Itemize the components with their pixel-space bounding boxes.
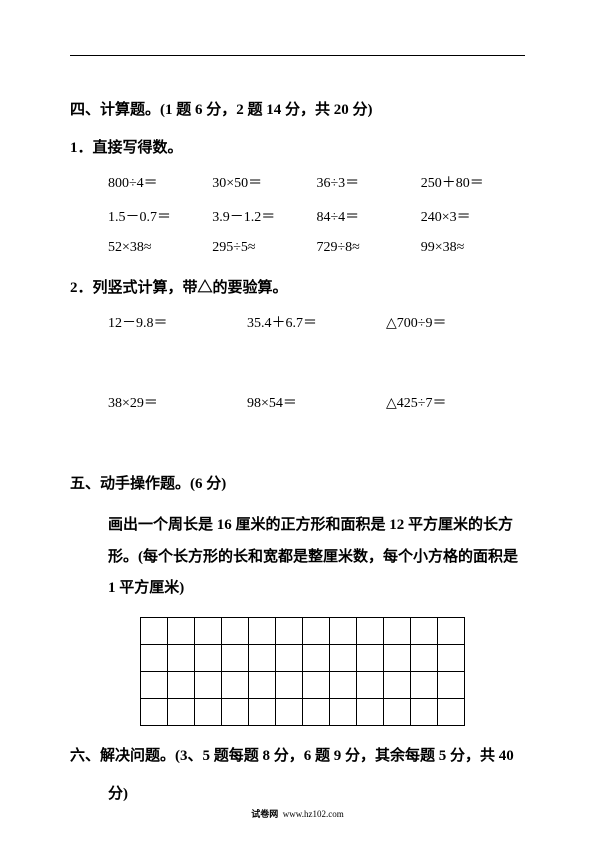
top-rule <box>70 55 525 56</box>
q1-row: 52×38≈ 295÷5≈ 729÷8≈ 99×38≈ <box>70 240 525 256</box>
eq-cell: 250＋80＝ <box>421 172 525 192</box>
eq-cell: 38×29＝ <box>108 392 247 412</box>
section4-q1-title: 1．直接写得数。 <box>70 136 525 160</box>
eq-cell: 36÷3＝ <box>317 172 421 192</box>
section5-title: 五、动手操作题。(6 分) <box>70 472 525 496</box>
eq-cell: 1.5－0.7＝ <box>108 206 212 226</box>
section4-q2-title: 2．列竖式计算，带△的要验算。 <box>70 276 525 300</box>
eq-cell: 52×38≈ <box>108 240 212 256</box>
q2-row: 12－9.8＝ 35.4＋6.7＝ △700÷9＝ <box>70 312 525 332</box>
eq-cell: 800÷4＝ <box>108 172 212 192</box>
eq-cell: 30×50＝ <box>212 172 316 192</box>
section4-title: 四、计算题。(1 题 6 分，2 题 14 分，共 20 分) <box>70 98 525 122</box>
eq-cell: 98×54＝ <box>247 392 386 412</box>
section6-title: 六、解决问题。(3、5 题每题 8 分，6 题 9 分，其余每题 5 分，共 4… <box>70 744 525 768</box>
eq-cell: 99×38≈ <box>421 240 525 256</box>
eq-cell: △425÷7＝ <box>386 392 525 412</box>
eq-cell: 295÷5≈ <box>212 240 316 256</box>
q1-row: 800÷4＝ 30×50＝ 36÷3＝ 250＋80＝ <box>70 172 525 192</box>
answer-grid <box>140 617 465 726</box>
footer-site-label: 试卷网 <box>251 809 278 819</box>
eq-cell: 240×3＝ <box>421 206 525 226</box>
section6-title-line1: 六、解决问题。(3、5 题每题 8 分，6 题 9 分，其余每题 5 分，共 4… <box>70 748 514 764</box>
q1-row: 1.5－0.7＝ 3.9－1.2＝ 84÷4＝ 240×3＝ <box>70 206 525 226</box>
section5-body: 画出一个周长是 16 厘米的正方形和面积是 12 平方厘米的长方形。(每个长方形… <box>70 510 525 605</box>
page-footer: 试卷网 www.hz102.com <box>0 807 595 820</box>
eq-cell: 35.4＋6.7＝ <box>247 312 386 332</box>
eq-cell: 12－9.8＝ <box>108 312 247 332</box>
section6-title-cont: 分) <box>70 782 525 806</box>
eq-cell: 3.9－1.2＝ <box>212 206 316 226</box>
eq-cell: 84÷4＝ <box>317 206 421 226</box>
footer-url: www.hz102.com <box>283 809 344 819</box>
eq-cell: △700÷9＝ <box>386 312 525 332</box>
eq-cell: 729÷8≈ <box>317 240 421 256</box>
grid-wrap <box>70 617 525 726</box>
q2-row: 38×29＝ 98×54＝ △425÷7＝ <box>70 392 525 412</box>
